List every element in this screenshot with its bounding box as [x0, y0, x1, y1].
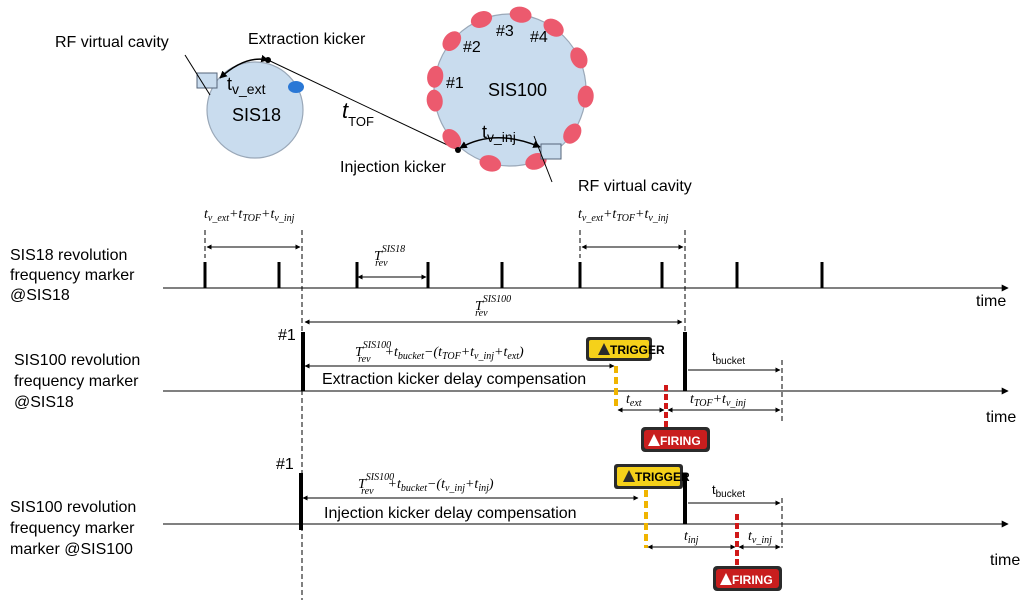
extraction-kicker-label: Extraction kicker	[248, 31, 366, 48]
sum-interval-right-label: tv_ext+tTOF+tv_inj	[578, 207, 669, 224]
timeline-inj-time-label: time	[990, 552, 1020, 569]
bucket-marker-1	[427, 65, 444, 88]
period-sis100: TSIS100 rev	[304, 294, 683, 325]
injection-kicker-label: Injection kicker	[340, 159, 446, 176]
sis100-name: SIS100	[488, 80, 547, 100]
warning-icon	[720, 573, 732, 585]
ext-bucket-label: tbucket	[712, 349, 745, 367]
timeline-ext-time-label: time	[986, 409, 1016, 426]
ext-trigger-text: TRIGGER	[610, 343, 665, 357]
inj-compensation-label: Injection kicker delay compensation	[324, 505, 577, 522]
bucket-marker-11	[442, 129, 462, 149]
t-v-inj-label: tv_inj	[482, 122, 516, 145]
bucket-marker-3	[470, 11, 493, 28]
ring-diagram: SIS18 RF virtual cavity tv_ext Extractio…	[55, 6, 692, 195]
inj-firing-badge: FIRING	[713, 566, 782, 591]
sum-interval-left-label: tv_ext+tTOF+tv_inj	[204, 207, 295, 224]
t-tof-label: tTOF	[342, 98, 374, 129]
inj-trigger-badge: TRIGGER	[614, 464, 690, 489]
rf-cavity-label-right: RF virtual cavity	[578, 178, 692, 195]
warning-icon	[598, 343, 610, 355]
timeline-extraction: SIS100 revolution frequency marker @SIS1…	[14, 327, 1016, 452]
inj-bucket-label: tbucket	[712, 482, 745, 500]
rf-cavity-label-left: RF virtual cavity	[55, 34, 169, 51]
bucket-label-2: #2	[463, 39, 481, 56]
t-ext-label: text	[626, 392, 642, 409]
t-inj-label: tinj	[684, 529, 699, 546]
bucket-marker-12	[426, 89, 443, 112]
timeline-sis18-time-label: time	[976, 293, 1006, 310]
bucket-marker-4	[509, 6, 532, 23]
timeline-sis18-label-line1: SIS18 revolution	[10, 247, 127, 264]
ext-firing-text: FIRING	[660, 434, 701, 448]
bucket-marker-2	[442, 31, 462, 51]
bucket-label-3: #3	[496, 23, 514, 40]
timeline-ext-label-line3: @SIS18	[14, 394, 74, 411]
period-sis100-label: TSIS100 rev	[475, 294, 511, 319]
t-v-ext-arc	[219, 54, 269, 79]
timeline-sis18-label-line2: frequency marker	[10, 267, 135, 284]
sis18-kicker-dot	[288, 81, 304, 93]
ext-firing-badge: FIRING	[641, 427, 710, 452]
timeline-ext-marker-label: #1	[278, 327, 296, 344]
rf-cavity-leader-line	[184, 54, 211, 96]
inj-firing-text: FIRING	[732, 573, 773, 587]
timeline-ext-label-line1: SIS100 revolution	[14, 352, 140, 369]
sis18-name: SIS18	[232, 105, 281, 125]
injection-kicker-point	[455, 147, 461, 153]
v-inj-label: tv_inj	[748, 529, 772, 546]
bucket-marker-5	[543, 18, 564, 37]
tof-inj-label: tTOF+tv_inj	[690, 392, 746, 409]
bucket-marker-6	[570, 47, 588, 69]
bucket-marker-7	[577, 85, 594, 108]
timeline-inj-marker-label: #1	[276, 456, 294, 473]
bucket-label-1: #1	[446, 75, 464, 92]
sis100-rf-cavity	[540, 143, 562, 160]
rf-cavity-leader-line-right	[533, 135, 553, 183]
bucket-label-4: #4	[530, 29, 548, 46]
t-v-ext-label: tv_ext	[227, 74, 266, 97]
inj-formula: TSIS100 rev +tbucket−(tv_inj+tinj)	[358, 472, 494, 497]
bucket-marker-10	[479, 155, 502, 172]
ext-formula: TSIS100 rev +tbucket−(tTOF+tv_inj+text)	[355, 340, 524, 365]
inj-trigger-text: TRIGGER	[635, 470, 690, 484]
timeline-inj-label-line1: SIS100 revolution	[10, 499, 136, 516]
ext-trigger-badge: TRIGGER	[586, 337, 665, 361]
timeline-injection: SIS100 revolution frequency marker marke…	[10, 456, 1020, 591]
warning-icon	[648, 434, 660, 446]
timeline-sis18-label-line3: @SIS18	[10, 287, 70, 304]
t-v-inj-arc	[459, 137, 541, 149]
period-sis18-label: TSIS18 rev	[374, 244, 405, 269]
warning-icon	[623, 470, 635, 482]
timeline-inj-label-line3: marker @SIS100	[10, 541, 133, 558]
sis18-revolution-markers	[203, 262, 824, 288]
timeline-inj-label-line2: frequency marker	[10, 520, 135, 537]
transfer-line	[267, 59, 459, 151]
sis18-rf-cavity	[196, 72, 218, 89]
bucket-marker-8	[563, 123, 582, 144]
timeline-sis18: SIS18 revolution frequency marker @SIS18…	[10, 207, 1009, 600]
timeline-ext-label-line2: frequency marker	[14, 373, 139, 390]
ext-compensation-label: Extraction kicker delay compensation	[322, 371, 586, 388]
